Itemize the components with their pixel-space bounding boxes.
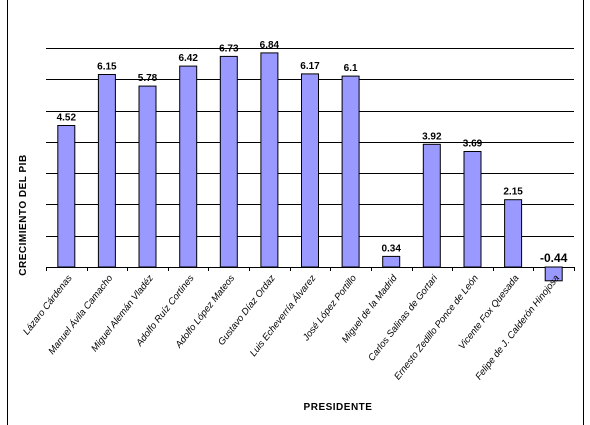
category-label: Carlos Salinas de Gortari: [366, 272, 441, 363]
data-label: 0.34: [381, 243, 401, 254]
data-label: 6.1: [344, 63, 358, 74]
bar: [219, 55, 238, 268]
bar: [382, 255, 401, 268]
bar: [179, 65, 198, 268]
bar: [422, 143, 441, 268]
category-label: Ernesto Zedillo Ponce de León: [392, 273, 481, 382]
data-label: 6.15: [97, 62, 117, 73]
data-label: 3.92: [422, 131, 442, 142]
bar: [138, 85, 157, 268]
bar: [97, 74, 116, 268]
bar: [504, 199, 523, 268]
bars: [57, 52, 563, 282]
category-label: Felipe de J. Calderón Hinojosa: [473, 273, 562, 382]
data-label: 6.73: [219, 43, 239, 54]
data-label: -0.44: [540, 251, 568, 265]
bar: [57, 125, 76, 268]
data-label: 3.69: [463, 139, 483, 150]
bar: [544, 266, 563, 282]
data-label: 6.42: [178, 53, 198, 64]
data-label: 4.52: [57, 113, 77, 124]
data-labels: 4.52 6.15 5.78 6.42 6.73 6.84 6.17 6.1 0.34 3.92 3…: [57, 40, 568, 265]
bar: [341, 75, 360, 268]
data-label: 5.78: [138, 73, 158, 84]
y-axis-title: CRECIMIENTO DEL PIB: [18, 154, 29, 275]
bar: [260, 52, 279, 268]
bar: [301, 73, 319, 268]
bar: [463, 151, 482, 268]
x-axis-title: PRESIDENTE: [304, 402, 373, 413]
data-label: 6.17: [300, 61, 320, 72]
data-label: 2.15: [503, 187, 523, 198]
data-label: 6.84: [260, 40, 280, 51]
